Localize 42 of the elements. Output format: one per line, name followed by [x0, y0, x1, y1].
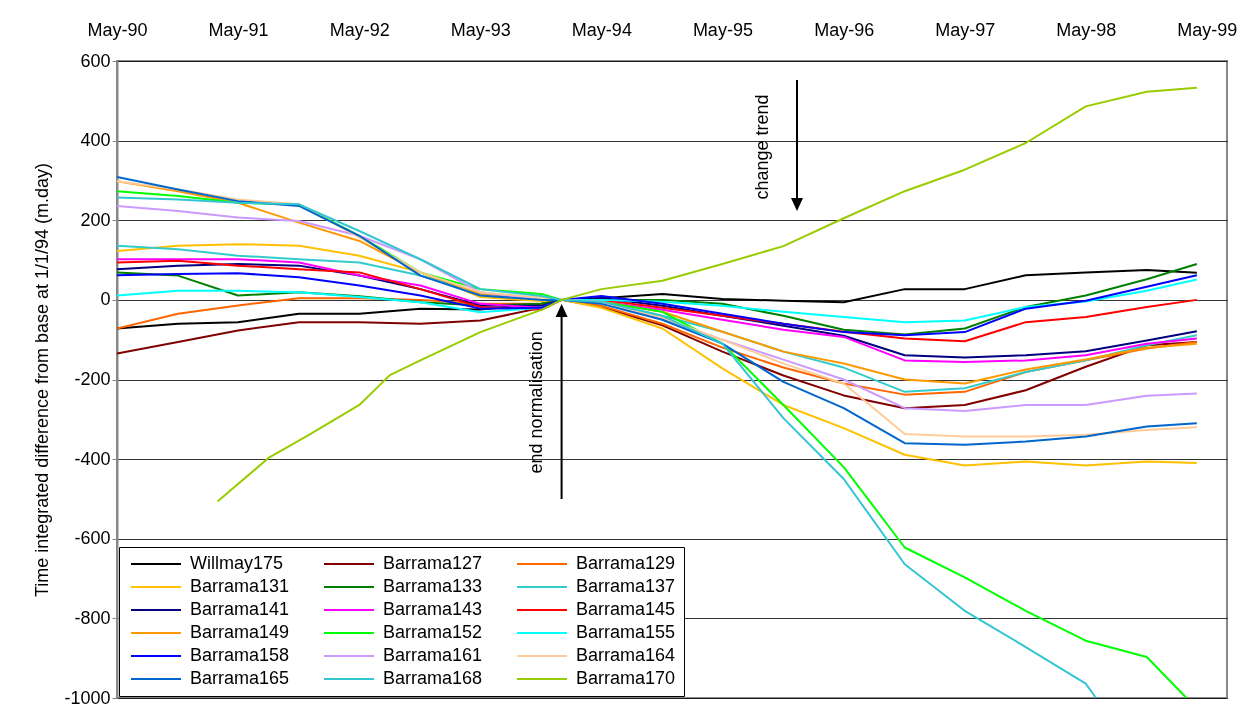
legend-label: Barrama168: [383, 668, 483, 688]
legend-label: Barrama145: [576, 599, 676, 619]
y-tick-label: 200: [80, 209, 111, 230]
x-tick-label: May-97: [935, 19, 996, 40]
x-tick-label: May-98: [1056, 19, 1117, 40]
legend-label: Barrama158: [190, 645, 290, 665]
y-tick-label: -800: [74, 607, 111, 628]
legend-label: Barrama152: [383, 622, 483, 642]
y-tick-label: 400: [80, 130, 111, 151]
x-tick-label: May-91: [208, 19, 269, 40]
y-tick-label: -200: [74, 369, 111, 389]
x-tick-label: May-90: [87, 19, 148, 40]
legend-label: Barrama131: [190, 576, 290, 596]
annotation: end normalisation: [525, 331, 546, 474]
x-tick-label: May-92: [329, 19, 390, 40]
legend-label: Barrama129: [576, 553, 676, 573]
y-tick-label: -1000: [64, 687, 111, 708]
y-axis-title: Time integrated difference from base at 1/1/94 (m.day): [32, 162, 53, 598]
legend-label: Willmay175: [190, 553, 284, 573]
legend-label: Barrama133: [383, 576, 483, 596]
x-tick-label: May-93: [450, 19, 511, 40]
legend-label: Barrama155: [576, 622, 676, 642]
y-tick-label: 0: [100, 289, 111, 310]
legend-label: Barrama165: [190, 668, 290, 688]
legend-label: Barrama137: [576, 576, 676, 596]
legend-label: Barrama161: [383, 645, 483, 665]
legend-label: Barrama149: [190, 622, 290, 642]
line-series: [117, 278, 1198, 324]
legend-label: Barrama164: [576, 645, 676, 665]
x-tick-label: May-94: [571, 19, 632, 40]
legend-label: Barrama141: [190, 599, 290, 619]
y-tick-label: -400: [74, 448, 111, 469]
y-tick-label: -600: [74, 528, 111, 549]
line-series: [216, 86, 1198, 503]
x-tick-label: May-96: [814, 19, 875, 40]
legend-label: Barrama143: [383, 599, 483, 619]
x-tick-label: May-99: [1177, 19, 1238, 40]
y-tick-label: 600: [80, 50, 111, 71]
x-tick-label: May-95: [692, 19, 753, 40]
legend-label: Barrama170: [576, 668, 676, 688]
legend-label: Barrama127: [383, 553, 483, 573]
annotation: change trend: [752, 94, 772, 200]
